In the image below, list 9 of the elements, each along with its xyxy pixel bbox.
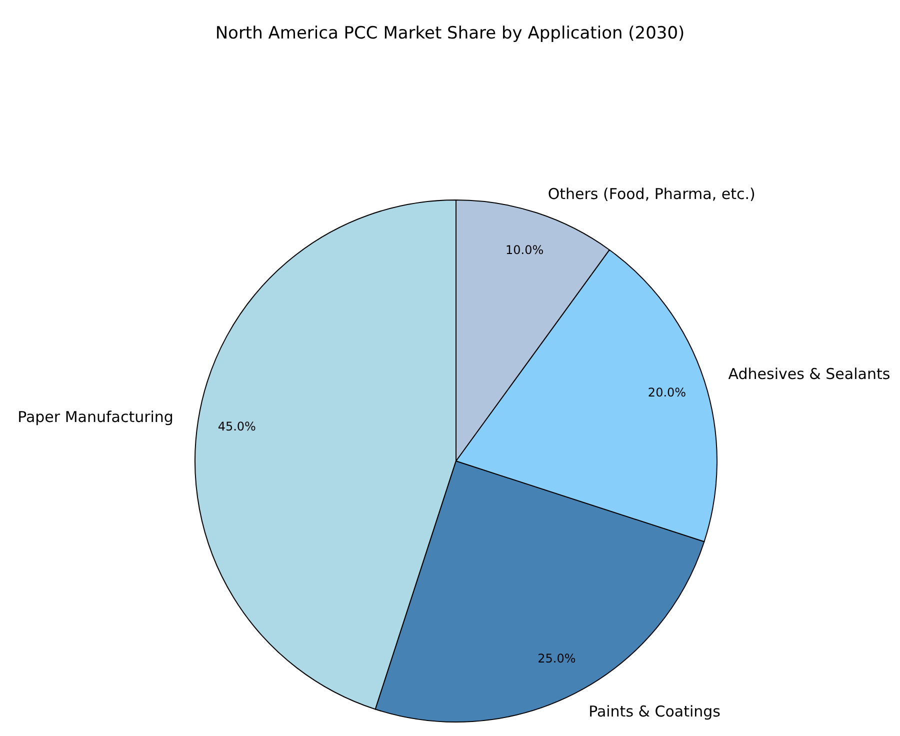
slice-label: Paper Manufacturing bbox=[18, 408, 174, 426]
data-label: 25.0% bbox=[538, 652, 576, 666]
chart-title: North America PCC Market Share by Application (2030) bbox=[215, 24, 685, 44]
slice-label: Others (Food, Pharma, etc.) bbox=[548, 184, 756, 203]
data-label: 10.0% bbox=[505, 243, 544, 258]
slice-label: Paints & Coatings bbox=[588, 702, 721, 720]
data-label: 20.0% bbox=[648, 385, 686, 400]
data-label: 45.0% bbox=[218, 419, 256, 434]
slice-label: Adhesives & Sealants bbox=[728, 365, 890, 384]
